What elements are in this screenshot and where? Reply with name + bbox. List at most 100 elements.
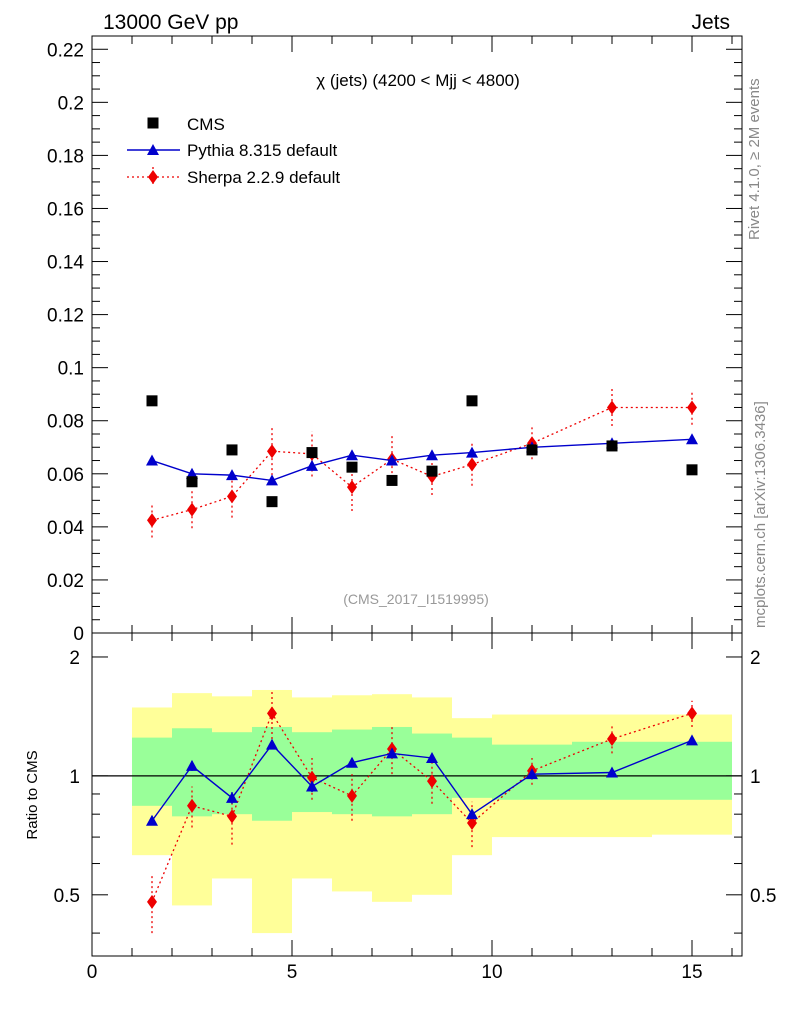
sherpa-data-point	[227, 489, 237, 504]
y-tick-label: 0.12	[47, 306, 84, 327]
ratio-sherpa-point	[607, 731, 617, 746]
ratio-sherpa-point	[187, 798, 197, 813]
ratio-y-tick-label-left: 1	[69, 767, 80, 788]
y-tick-label: 0.06	[47, 465, 84, 486]
ratio-inner-band	[652, 741, 732, 800]
x-tick-label: 5	[287, 962, 298, 983]
ratio-sherpa-point	[267, 706, 277, 721]
ratio-y-tick-label-right: 1	[750, 767, 761, 788]
ratio-axis-label: Ratio to CMS	[24, 750, 41, 839]
y-tick-label: 0.14	[47, 253, 84, 274]
y-tick-label: 0.02	[47, 571, 84, 592]
ratio-sherpa-line	[151, 711, 693, 903]
ratio-pythia-point	[466, 808, 478, 820]
y-tick-label: 0.18	[47, 146, 84, 167]
legend-sherpa-label: Sherpa 2.2.9 default	[187, 168, 340, 187]
legend: CMS Pythia 8.315 default Sherpa 2.2.9 defa…	[127, 115, 340, 187]
rivet-version-label: Rivet 4.1.0, ≥ 2M events	[746, 78, 763, 240]
ratio-y-tick-label-right: 2	[750, 648, 761, 669]
y-tick-label: 0.22	[47, 40, 84, 61]
ratio-pythia-line	[151, 739, 693, 822]
observable-title: Jets	[691, 11, 730, 34]
sherpa-data-point	[187, 502, 197, 517]
y-tick-label: 0.04	[47, 518, 84, 539]
legend-sherpa-marker	[148, 170, 158, 184]
ratio-pythia-point	[146, 814, 158, 826]
pythia-data-point	[186, 467, 198, 479]
cms-data-point	[386, 474, 398, 486]
cms-data-point	[526, 444, 538, 456]
pythia-data-point	[466, 446, 478, 458]
ratio-pythia-point	[526, 768, 538, 780]
legend-pythia-label: Pythia 8.315 default	[187, 141, 338, 160]
cms-data-point	[226, 444, 238, 456]
cms-data-point	[686, 464, 698, 476]
y-tick-label: 0	[73, 624, 84, 645]
x-tick-label: 15	[681, 962, 702, 983]
cms-data-point	[466, 395, 478, 407]
ratio-pythia-point	[186, 759, 198, 771]
sherpa-data-point	[347, 480, 357, 495]
pythia-data-point	[226, 469, 238, 481]
y-tick-label: 0.1	[58, 359, 84, 380]
ratio-y-tick-label-right: 0.5	[750, 886, 776, 907]
energy-title: 13000 GeV pp	[103, 11, 238, 34]
ratio-pythia-point	[226, 791, 238, 803]
ratio-pythia-point	[266, 738, 278, 750]
cms-data-point	[306, 447, 318, 459]
sherpa-data-point	[467, 457, 477, 472]
y-tick-label: 0.08	[47, 412, 84, 433]
cms-data-point	[346, 461, 358, 473]
plot-title: χ (jets) (4200 < Mjj < 4800)	[316, 71, 520, 90]
sherpa-data-point	[267, 444, 277, 459]
legend-pythia-marker	[147, 144, 159, 155]
ratio-pythia-point	[426, 751, 438, 763]
pythia-data-point	[386, 454, 398, 466]
ratio-pythia-point	[386, 747, 398, 759]
ratio-y-tick-label-left: 0.5	[54, 886, 80, 907]
ratio-sherpa-point	[687, 706, 697, 721]
ratio-sherpa-point	[467, 815, 477, 830]
pythia-data-point	[146, 454, 158, 466]
pythia-series-line	[151, 438, 693, 482]
y-tick-label: 0.2	[58, 93, 84, 114]
ratio-sherpa-point	[227, 809, 237, 824]
ratio-plot-frame	[91, 632, 743, 957]
cms-data-point	[146, 395, 158, 407]
y-tick-label: 0.16	[47, 199, 84, 220]
ratio-inner-band	[132, 737, 172, 806]
pythia-data-point	[306, 459, 318, 471]
sherpa-data-point	[607, 400, 617, 415]
sherpa-data-point	[147, 513, 157, 528]
ratio-pythia-point	[346, 756, 358, 768]
ratio-pythia-point	[686, 734, 698, 746]
sherpa-data-point	[687, 400, 697, 415]
mcplots-source-label: mcplots.cern.ch [arXiv:1306.3436]	[752, 401, 769, 628]
pythia-data-point	[346, 449, 358, 461]
main-plot-panel: 0 0.02 0.04 0.06 0.08 0.1 0.12 0.14 0.16 0.18 0.2 0…	[47, 35, 743, 645]
ratio-sherpa-point	[427, 774, 437, 789]
ratio-y-tick-label-left: 2	[69, 648, 80, 669]
ratio-inner-band	[372, 726, 412, 817]
sherpa-series-line	[151, 406, 692, 521]
ratio-sherpa-point	[147, 894, 157, 909]
ratio-plot-panel: 0.5 0.5 1 1 2 2 0 5 10 15 Ratio to CMS	[24, 632, 776, 983]
pythia-data-point	[426, 449, 438, 461]
ratio-sherpa-point	[347, 788, 357, 803]
cms-data-point	[426, 465, 438, 477]
pythia-data-point	[266, 474, 278, 486]
analysis-watermark: (CMS_2017_I1519995)	[343, 591, 489, 607]
legend-cms-marker	[147, 117, 159, 129]
legend-cms-label: CMS	[187, 115, 225, 134]
pythia-data-point	[686, 433, 698, 445]
ratio-inner-band	[452, 737, 492, 798]
x-tick-label: 0	[87, 962, 98, 983]
ratio-inner-band	[412, 733, 452, 815]
x-tick-label: 10	[481, 962, 502, 983]
ratio-pythia-point	[306, 780, 318, 792]
cms-data-point	[266, 496, 278, 508]
ratio-sherpa-point	[307, 770, 317, 785]
cms-data-point	[606, 440, 618, 452]
ratio-pythia-point	[606, 766, 618, 778]
